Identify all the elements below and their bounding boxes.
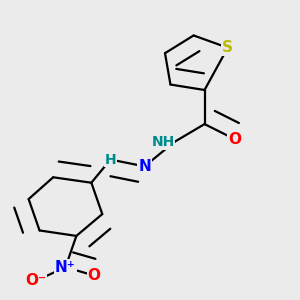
Text: O: O (228, 132, 241, 147)
Text: O⁻: O⁻ (25, 273, 46, 288)
Text: H: H (105, 152, 116, 167)
Text: O: O (88, 268, 100, 283)
Text: NH: NH (151, 135, 175, 149)
Text: N: N (138, 159, 151, 174)
Text: N⁺: N⁺ (55, 260, 76, 275)
Text: S: S (222, 40, 233, 55)
